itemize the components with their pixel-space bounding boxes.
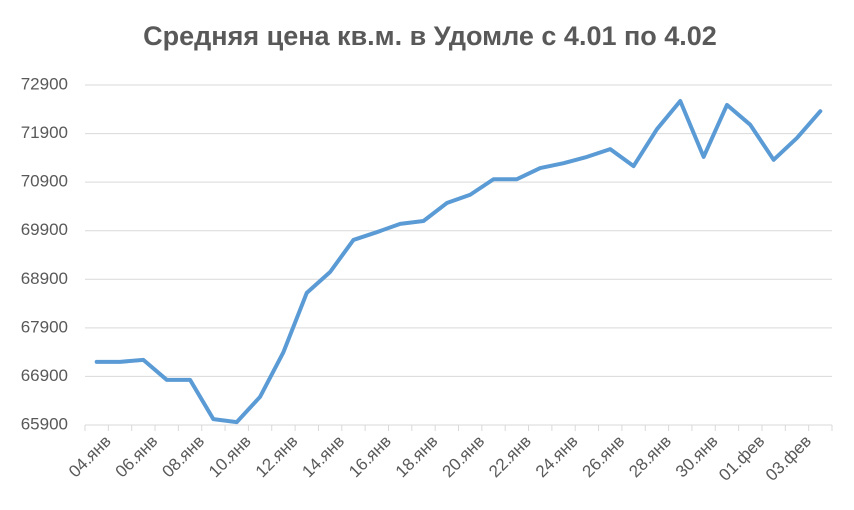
- x-tick-label: 18.янв: [392, 432, 442, 482]
- x-tick-label: 14.янв: [298, 432, 348, 482]
- x-tick-label: 04.янв: [65, 432, 115, 482]
- x-tick-label: 01.фев: [715, 432, 768, 485]
- y-tick-label: 68900: [21, 269, 68, 288]
- y-tick-label: 69900: [21, 220, 68, 239]
- x-tick-label: 24.янв: [532, 432, 582, 482]
- x-tick-label: 22.янв: [485, 432, 535, 482]
- x-tick-label: 30.янв: [672, 432, 722, 482]
- y-tick-label: 72900: [21, 74, 68, 93]
- x-tick-label: 28.янв: [625, 432, 675, 482]
- x-tick-label: 20.янв: [438, 432, 488, 482]
- chart-title: Средняя цена кв.м. в Удомле с 4.01 по 4.…: [143, 21, 717, 51]
- y-tick-label: 66900: [21, 366, 68, 385]
- y-tick-label: 71900: [21, 123, 68, 142]
- x-tick-label: 03.фев: [762, 432, 815, 485]
- y-tick-label: 65900: [21, 414, 68, 433]
- y-tick-label: 67900: [21, 317, 68, 336]
- x-tick-label: 16.янв: [345, 432, 395, 482]
- x-tick-label: 26.янв: [579, 432, 629, 482]
- x-tick-label: 12.янв: [252, 432, 302, 482]
- x-tick-label: 06.янв: [112, 432, 162, 482]
- x-tick-label: 10.янв: [205, 432, 255, 482]
- data-line: [94, 99, 823, 425]
- x-tick-label: 08.янв: [158, 432, 208, 482]
- y-tick-label: 70900: [21, 172, 68, 191]
